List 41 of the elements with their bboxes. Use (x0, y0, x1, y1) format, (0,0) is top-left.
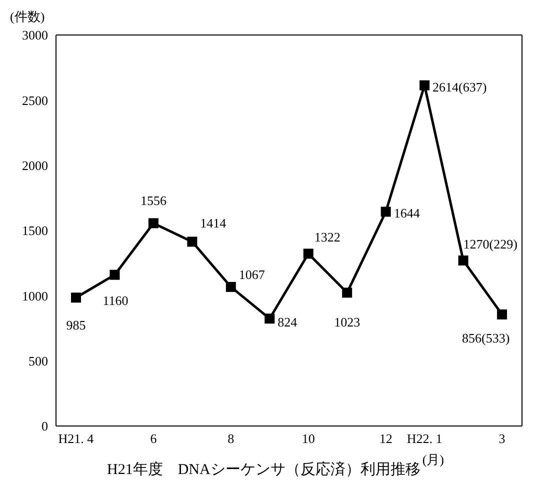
point (226, 282, 236, 292)
x-tick-label: 6 (150, 431, 158, 446)
y-tick-label: 2000 (22, 158, 48, 173)
data-label: 1160 (102, 292, 128, 308)
y-axis-title: (件数) (9, 8, 46, 26)
x-axis-title: (月) (422, 452, 444, 467)
x-tick-label: 10 (302, 431, 315, 446)
point (420, 80, 430, 90)
data-label: 856(533) (462, 330, 510, 346)
data-label: 1023 (334, 314, 360, 330)
point (303, 248, 314, 259)
data-label: 1270(229) (463, 236, 518, 252)
point (110, 270, 120, 280)
y-tick-label: 500 (28, 353, 48, 368)
point (380, 206, 391, 217)
x-tick-label: 3 (498, 431, 506, 446)
point (342, 288, 352, 298)
x-tick-label: 12 (379, 431, 392, 446)
data-label: 1322 (314, 230, 340, 245)
data-label: 1414 (200, 216, 227, 231)
point (497, 309, 507, 320)
data-label: 1644 (394, 206, 420, 221)
x-tick-label: 8 (228, 431, 234, 446)
point (187, 236, 198, 247)
y-tick-label: 2500 (22, 92, 48, 108)
y-tick-label: 0 (42, 418, 48, 434)
data-label: 985 (66, 318, 86, 333)
point (264, 314, 275, 324)
point (148, 218, 158, 228)
y-tick-label: 1000 (22, 288, 48, 304)
x-tick-label: H21. 4 (58, 431, 94, 446)
data-label: 1067 (238, 266, 266, 282)
data-label: 2614(637) (432, 79, 487, 94)
data-label: 824 (278, 314, 298, 330)
x-tick-label: H22. 1 (406, 431, 442, 446)
point (458, 255, 468, 266)
y-tick-label: 1500 (22, 223, 48, 238)
text: H21年度 DNAシーケンサ（反応済）利用推移 (106, 462, 420, 478)
y-tick-label: 3000 (22, 28, 48, 43)
point (71, 292, 81, 303)
data-label: 1556 (140, 193, 167, 208)
